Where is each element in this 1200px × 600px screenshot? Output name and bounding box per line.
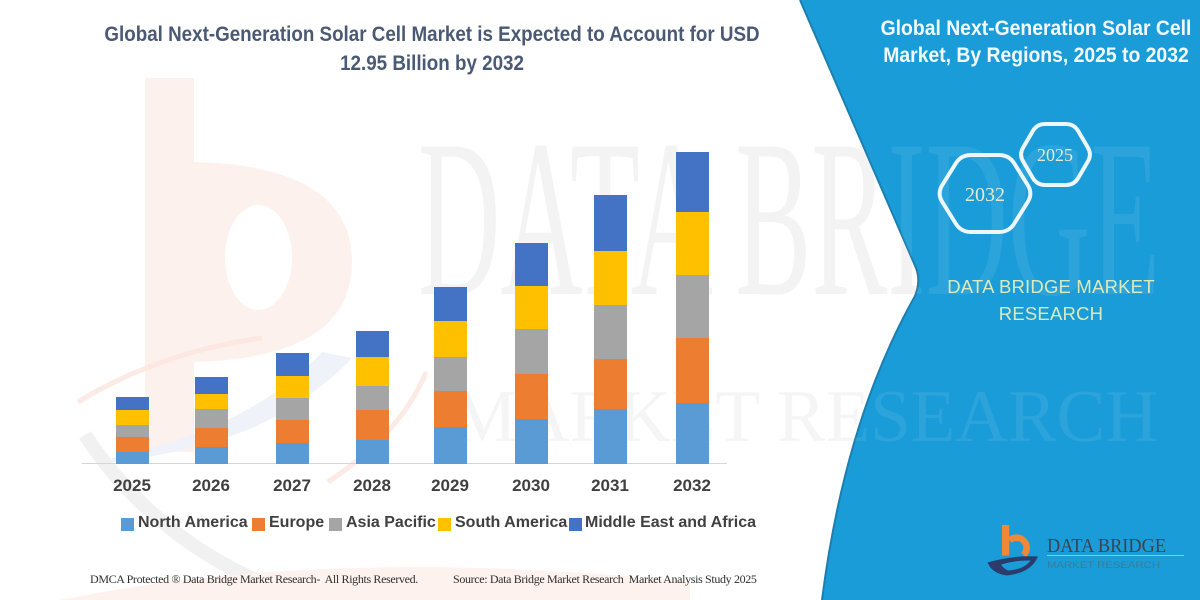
svg-text:2025: 2025 xyxy=(1037,145,1073,165)
svg-text:2032: 2032 xyxy=(965,184,1005,206)
svg-text:DATA BRIDGE: DATA BRIDGE xyxy=(1047,535,1166,557)
svg-text:MARKET RESEARCH: MARKET RESEARCH xyxy=(1047,560,1160,571)
svg-text:MARKET RESEARCH: MARKET RESEARCH xyxy=(452,376,1158,458)
